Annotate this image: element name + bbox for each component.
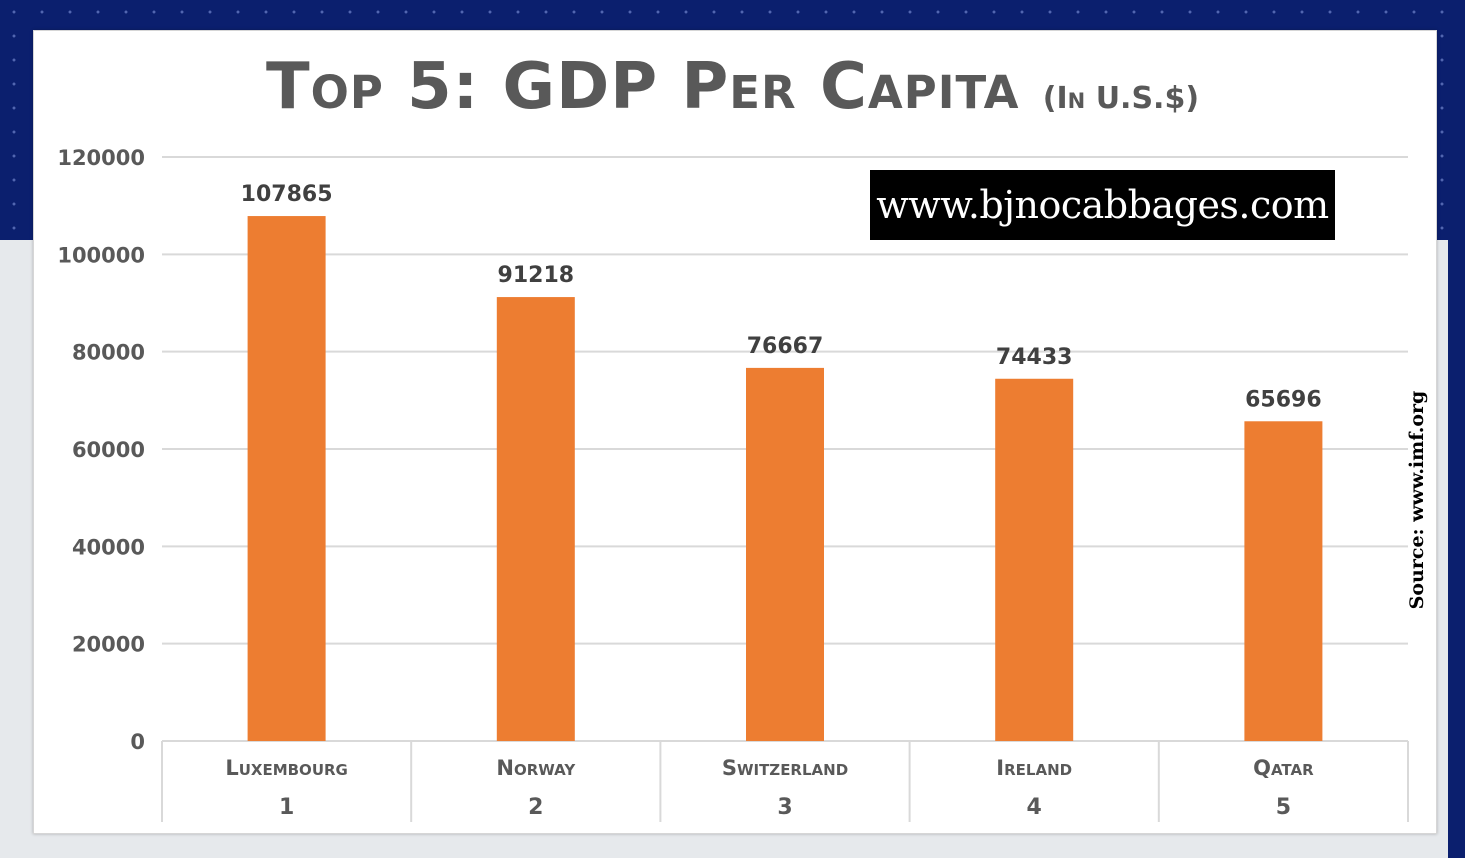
bar-switzerland [746,367,824,741]
y-tick-label: 0 [130,730,145,754]
bar-norway [496,297,575,741]
y-tick-label: 60000 [72,438,145,462]
bar-luxembourg [247,216,326,741]
data-label: 91218 [498,263,575,288]
x-category-label: Norway [496,756,576,780]
x-category-label: Ireland [996,756,1072,780]
data-label: 65696 [1245,387,1322,412]
chart-title-sub: (In U.S.$) [1042,81,1200,116]
chart-title-main: Top 5: GDP Per Capita [265,50,1020,124]
y-tick-label: 20000 [72,633,145,657]
data-label: 107865 [241,182,333,207]
data-label: 74433 [996,345,1073,370]
chart-title: Top 5: GDP Per Capita (In U.S.$) [0,50,1465,124]
y-tick-label: 100000 [57,243,145,267]
right-edge-band [1448,240,1465,858]
x-rank-label: 4 [1027,795,1042,820]
watermark-url: www.bjnocabbages.com [870,170,1335,240]
bar-qatar [1244,421,1323,741]
x-rank-label: 2 [528,795,543,820]
x-rank-label: 1 [279,795,294,820]
x-category-label: Luxembourg [225,756,348,780]
bar-ireland [995,378,1074,741]
y-tick-label: 40000 [72,535,145,559]
data-label: 76667 [747,334,824,359]
source-note: Source: www.imf.org [1406,390,1428,610]
y-tick-label: 120000 [57,146,145,170]
x-rank-label: 5 [1276,795,1291,820]
y-tick-label: 80000 [72,341,145,365]
x-category-label: Switzerland [722,756,848,780]
x-rank-label: 3 [777,795,792,820]
x-category-label: Qatar [1253,756,1314,780]
